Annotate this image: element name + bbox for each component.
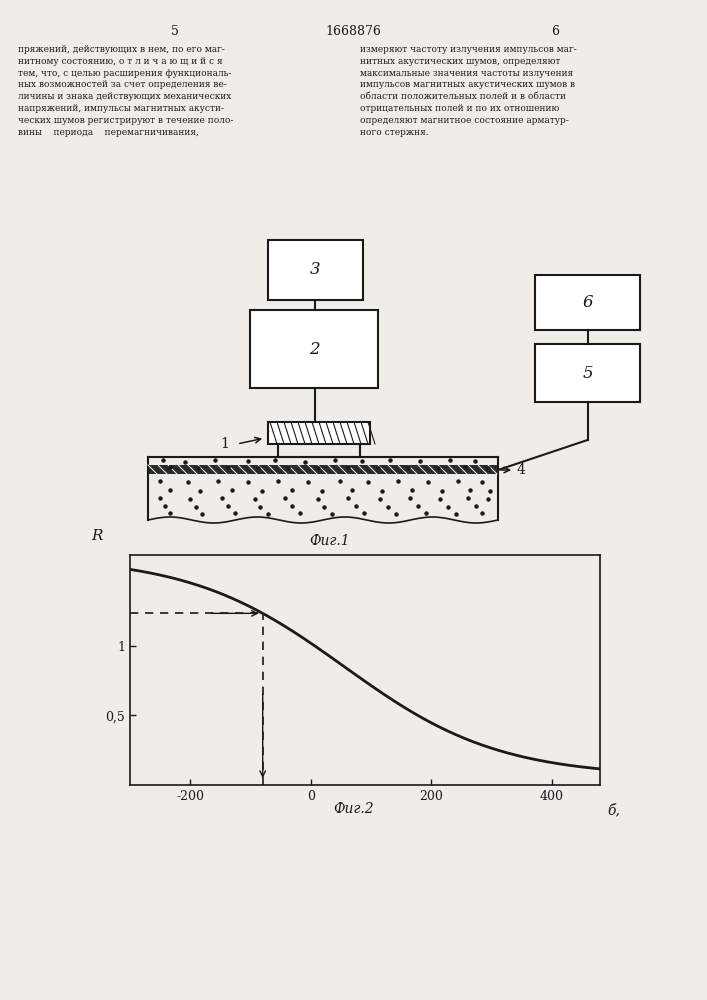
Text: пряжений, действующих в нем, по его маг-
нитному состоянию, о т л и ч а ю щ и й : пряжений, действующих в нем, по его маг-… (18, 45, 233, 137)
Text: R: R (91, 530, 103, 544)
Text: 6: 6 (582, 294, 592, 311)
Bar (250, 310, 378, 388)
Text: 4: 4 (517, 463, 526, 477)
Text: 2: 2 (309, 340, 320, 358)
Text: 5: 5 (171, 25, 179, 38)
Text: измеряют частоту излучения импульсов маг-
нитных акустических шумов, определяют
: измеряют частоту излучения импульсов маг… (360, 45, 577, 137)
Bar (535, 275, 640, 330)
Text: Фиг.2: Фиг.2 (333, 802, 374, 816)
Text: 6: 6 (551, 25, 559, 38)
Bar (268, 240, 363, 300)
Bar (535, 344, 640, 402)
Text: 3: 3 (310, 261, 321, 278)
Text: 1668876: 1668876 (325, 25, 381, 38)
Text: Фиг.1: Фиг.1 (310, 534, 350, 548)
Bar (148, 465, 498, 474)
Text: 1: 1 (221, 437, 230, 451)
Bar (268, 422, 370, 444)
Text: б,: б, (607, 803, 620, 817)
Text: 5: 5 (582, 364, 592, 381)
